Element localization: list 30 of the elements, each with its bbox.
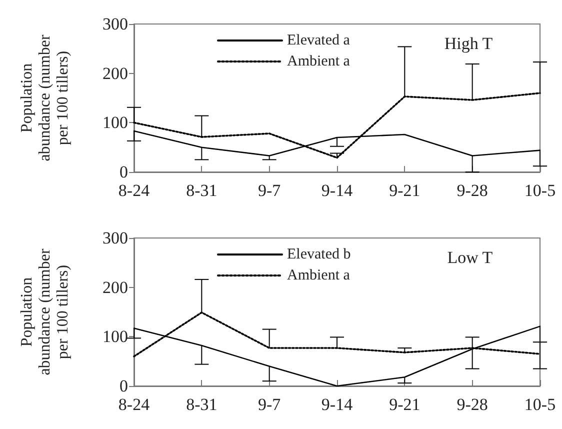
x-tick-label: 9-21 — [389, 395, 420, 414]
x-tick-label: 10-5 — [524, 181, 556, 200]
y-tick-label: 200 — [102, 64, 128, 83]
y-tick-label: 300 — [102, 228, 128, 248]
legend-label: Ambient a — [287, 268, 350, 284]
x-tick-label: 8-24 — [118, 395, 150, 414]
y-tick-label: 100 — [102, 327, 128, 346]
legend-label: Elevated a — [287, 32, 350, 48]
x-tick-label: 8-31 — [186, 181, 218, 200]
text: Low T — [447, 248, 494, 267]
y-axis-title: Population abundance (number per 100 tillers) — [18, 34, 72, 162]
y-tick-label: 100 — [102, 113, 128, 132]
x-tick-label: 9-14 — [321, 181, 354, 200]
y-tick-label: 0 — [120, 162, 128, 182]
x-tick-label: 8-24 — [118, 181, 150, 200]
legend-label: Ambient a — [287, 54, 350, 70]
x-tick-label: 9-14 — [321, 395, 354, 414]
y-tick-label: 0 — [120, 376, 128, 396]
x-tick-label: 8-31 — [186, 395, 218, 414]
x-tick-label: 10-5 — [524, 395, 556, 414]
y-axis-title: Population abundance (number per 100 tillers) — [18, 248, 72, 376]
text: High T — [444, 34, 494, 53]
x-tick-label: 9-28 — [456, 181, 488, 200]
x-tick-label: 9-28 — [456, 395, 488, 414]
y-tick-label: 200 — [102, 278, 128, 297]
x-tick-label: 9-7 — [258, 181, 282, 200]
legend-label: Elevated b — [287, 246, 351, 262]
x-tick-label: 9-21 — [389, 181, 420, 200]
y-tick-label: 300 — [102, 14, 128, 34]
x-tick-label: 9-7 — [258, 395, 282, 414]
